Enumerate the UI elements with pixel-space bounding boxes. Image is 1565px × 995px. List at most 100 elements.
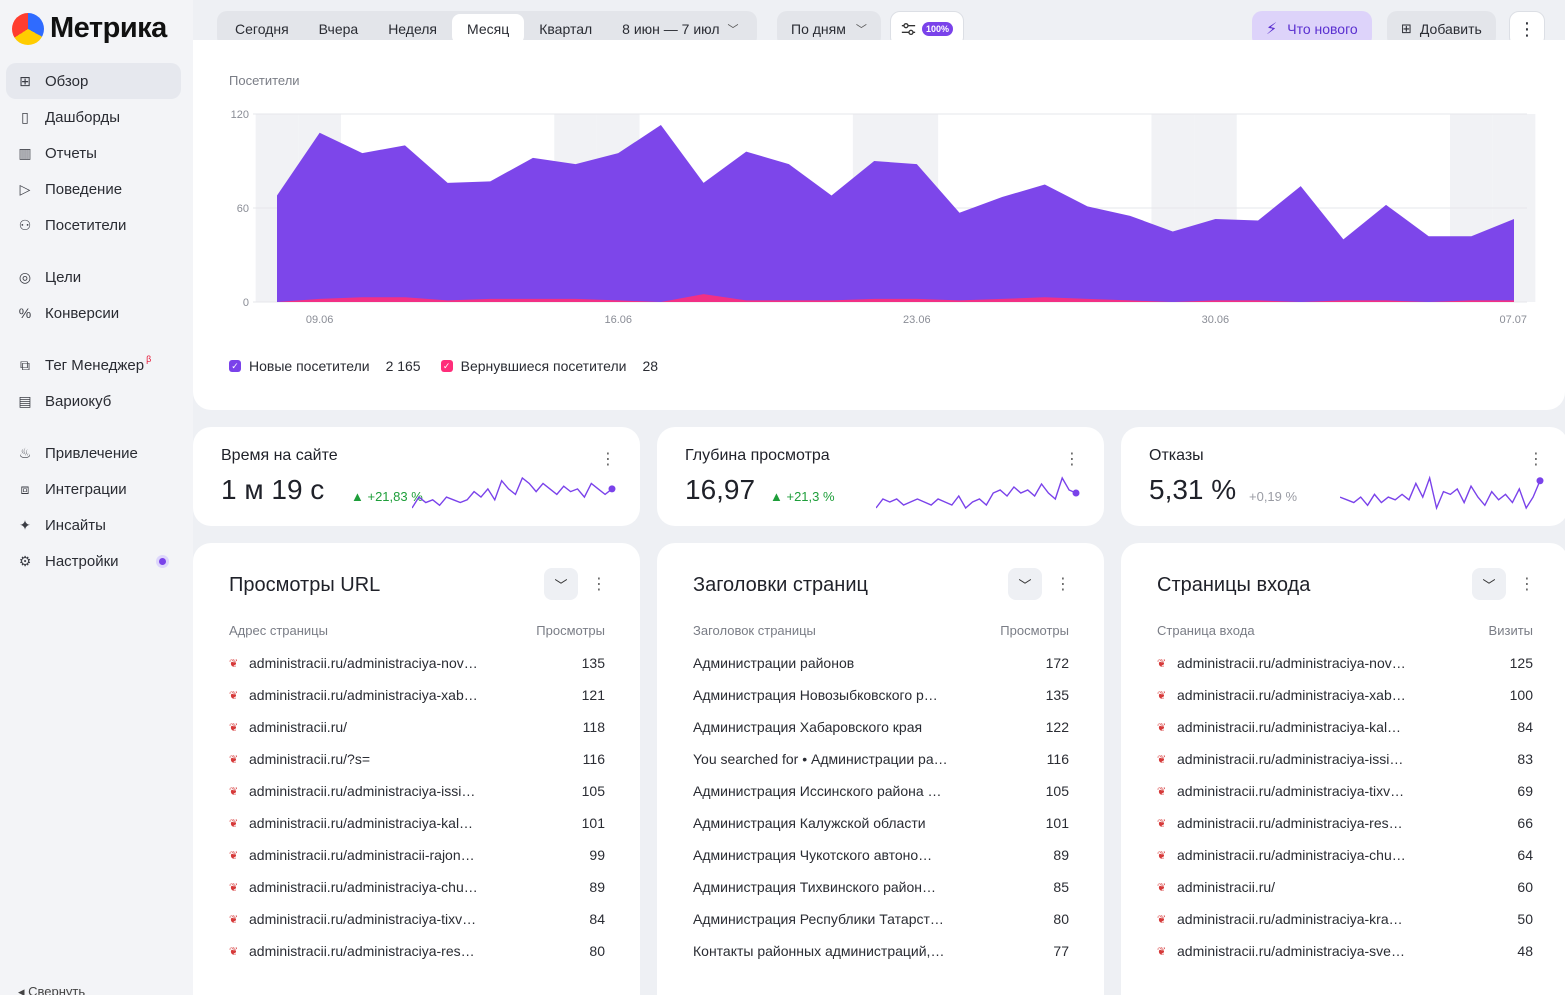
table-row[interactable]: Контакты районных администраций,… 77 [693, 935, 1069, 967]
table-row[interactable]: Администрация Республики Татарст… 80 [693, 903, 1069, 935]
row-label[interactable]: Контакты районных администраций,… [693, 943, 945, 959]
table-row[interactable]: ❦ administracii.ru/administraciya-issi… 83 [1157, 743, 1533, 775]
logo[interactable]: Метрика [12, 12, 167, 45]
sparkline-line [876, 476, 1077, 510]
table-row[interactable]: ❦ administracii.ru/administraciya-nov… 125 [1157, 647, 1533, 679]
collapse-sidebar-button[interactable]: ◂ Свернуть [18, 984, 85, 995]
kebab-icon[interactable]: ⋮ [1064, 451, 1080, 468]
table-row[interactable]: Администрация Тихвинского район… 85 [693, 871, 1069, 903]
table-row[interactable]: Администрации районов 172 [693, 647, 1069, 679]
table-row[interactable]: ❦ administracii.ru/administraciya-tixv… 69 [1157, 775, 1533, 807]
table-row[interactable]: Администрация Калужской области 101 [693, 807, 1069, 839]
row-label[interactable]: Администрации районов [693, 655, 855, 671]
row-label[interactable]: administracii.ru/administraciya-kra… [1177, 911, 1403, 927]
column-header[interactable]: Просмотры [1000, 623, 1069, 638]
sidebar-item-5[interactable]: ◎ Цели [6, 259, 181, 295]
expand-button[interactable]: ﹀ [1008, 568, 1042, 600]
row-label[interactable]: administracii.ru/administraciya-res… [1177, 815, 1403, 831]
period-tab-0[interactable]: Сегодня [235, 21, 289, 37]
sidebar-item-10[interactable]: ⧈ Интеграции [6, 471, 181, 507]
row-label[interactable]: Администрация Калужской области [693, 815, 926, 831]
row-label[interactable]: administracii.ru/administracii-rajon… [249, 847, 475, 863]
table-row[interactable]: ❦ administracii.ru/administraciya-kra… 50 [1157, 903, 1533, 935]
sidebar-item-8[interactable]: ▤ Вариокуб [6, 383, 181, 419]
table-row[interactable]: Администрация Новозыбковского р… 135 [693, 679, 1069, 711]
table-row[interactable]: Администрация Чукотского автоно… 89 [693, 839, 1069, 871]
table-row[interactable]: Администрация Иссинского района … 105 [693, 775, 1069, 807]
row-label[interactable]: Администрация Иссинского района … [693, 783, 942, 799]
sidebar-item-11[interactable]: ✦ Инсайты [6, 507, 181, 543]
row-label[interactable]: Администрация Тихвинского район… [693, 879, 936, 895]
sidebar-item-0[interactable]: ⊞ Обзор [6, 63, 181, 99]
period-tab-2[interactable]: Неделя [388, 21, 438, 37]
table-row[interactable]: ❦ administracii.ru/administraciya-xab… 121 [229, 679, 605, 711]
table-row[interactable]: ❦ administracii.ru/administraciya-chu… 64 [1157, 839, 1533, 871]
row-label[interactable]: administracii.ru/administraciya-kal… [1177, 719, 1402, 735]
row-label[interactable]: administracii.ru/administraciya-xab… [249, 687, 478, 703]
row-label[interactable]: Администрация Новозыбковского р… [693, 687, 938, 703]
row-label[interactable]: Администрация Хабаровского края [693, 719, 923, 735]
table-row[interactable]: ❦ administracii.ru/administraciya-res… 66 [1157, 807, 1533, 839]
row-label[interactable]: administracii.ru/administraciya-sve… [1177, 943, 1405, 959]
table-row[interactable]: ❦ administracii.ru/administraciya-issi… 10… [229, 775, 605, 807]
table-row[interactable]: Администрация Хабаровского края 122 [693, 711, 1069, 743]
table-row[interactable]: ❦ administracii.ru/administracii-rajon… 99 [229, 839, 605, 871]
column-header[interactable]: Страница входа [1157, 623, 1255, 638]
row-label[interactable]: Администрация Республики Татарст… [693, 911, 944, 927]
legend-checkbox-0[interactable]: ✓ [229, 360, 241, 372]
row-label[interactable]: administracii.ru/administraciya-issi… [249, 783, 476, 799]
expand-button[interactable]: ﹀ [544, 568, 578, 600]
row-label[interactable]: administracii.ru/administraciya-issi… [1177, 751, 1404, 767]
kebab-icon[interactable]: ⋮ [1055, 576, 1071, 593]
table-row[interactable]: ❦ administracii.ru/administraciya-nov… 135 [229, 647, 605, 679]
table-row[interactable]: ❦ administracii.ru/administraciya-res… 80 [229, 935, 605, 967]
row-label[interactable]: administracii.ru/administraciya-kal… [249, 815, 474, 831]
table-row[interactable]: ❦ administracii.ru/administraciya-kal… 101 [229, 807, 605, 839]
kebab-icon[interactable]: ⋮ [591, 576, 607, 593]
sidebar-item-1[interactable]: ▯ Дашборды [6, 99, 181, 135]
row-label[interactable]: administracii.ru/administraciya-chu… [249, 879, 478, 895]
sidebar-item-9[interactable]: ♨ Привлечение [6, 435, 181, 471]
row-label[interactable]: administracii.ru/administraciya-nov… [1177, 655, 1406, 671]
column-header[interactable]: Визиты [1488, 623, 1533, 638]
row-label[interactable]: administracii.ru/ [249, 719, 348, 735]
period-tab-3[interactable]: Месяц [452, 14, 525, 44]
row-label[interactable]: administracii.ru/administraciya-tixv… [249, 911, 477, 927]
table-row[interactable]: ❦ administracii.ru/administraciya-kal… 84 [1157, 711, 1533, 743]
kebab-icon[interactable]: ⋮ [1528, 451, 1544, 468]
column-header[interactable]: Просмотры [536, 623, 605, 638]
table-row[interactable]: ❦ administracii.ru/118 [229, 711, 605, 743]
table-row[interactable]: ❦ administracii.ru/administraciya-sve… 48 [1157, 935, 1533, 967]
table-row[interactable]: ❦ administracii.ru/administraciya-xab… 100 [1157, 679, 1533, 711]
sidebar-item-6[interactable]: % Конверсии [6, 295, 181, 331]
table-row[interactable]: ❦ administracii.ru/60 [1157, 871, 1533, 903]
row-label[interactable]: administracii.ru/administraciya-res… [249, 943, 475, 959]
legend-checkbox-1[interactable]: ✓ [440, 360, 453, 372]
row-label[interactable]: administracii.ru/administraciya-nov… [249, 655, 478, 671]
row-label[interactable]: administracii.ru/?s= [249, 751, 370, 767]
sidebar-item-4[interactable]: ⚇ Посетители [6, 207, 181, 243]
column-header[interactable]: Адрес страницы [229, 623, 328, 638]
date-range-dropdown[interactable]: 8 июн — 7 июл ﹀ [607, 14, 753, 44]
row-label[interactable]: administracii.ru/administraciya-tixv… [1177, 783, 1405, 799]
row-label[interactable]: administracii.ru/administraciya-chu… [1177, 847, 1406, 863]
kebab-icon[interactable]: ⋮ [1519, 576, 1535, 593]
table-row[interactable]: ❦ administracii.ru/?s= 116 [229, 743, 605, 775]
sidebar-item-2[interactable]: ▥ Отчеты [6, 135, 181, 171]
sidebar-item-7[interactable]: ⧉ Тег Менеджер β [6, 347, 181, 383]
table-row[interactable]: ❦ administracii.ru/administraciya-chu… 89 [229, 871, 605, 903]
row-label[interactable]: administracii.ru/administraciya-xab… [1177, 687, 1406, 703]
kebab-icon[interactable]: ⋮ [600, 451, 616, 468]
nav-gap [6, 243, 181, 259]
sidebar-item-12[interactable]: ⚙ Настройки [6, 543, 181, 579]
table-row[interactable]: ❦ administracii.ru/administraciya-tixv… 84 [229, 903, 605, 935]
period-tab-4[interactable]: Квартал [539, 21, 593, 37]
period-tab-1[interactable]: Вчера [318, 21, 359, 37]
expand-button[interactable]: ﹀ [1472, 568, 1506, 600]
row-label[interactable]: You searched for • Администрации ра… [693, 751, 948, 767]
column-header[interactable]: Заголовок страницы [693, 623, 816, 638]
table-row[interactable]: You searched for • Администрации ра… 116 [693, 743, 1069, 775]
sidebar-item-3[interactable]: ▷ Поведение [6, 171, 181, 207]
row-label[interactable]: Администрация Чукотского автоно… [693, 847, 933, 863]
row-label[interactable]: administracii.ru/ [1177, 879, 1276, 895]
